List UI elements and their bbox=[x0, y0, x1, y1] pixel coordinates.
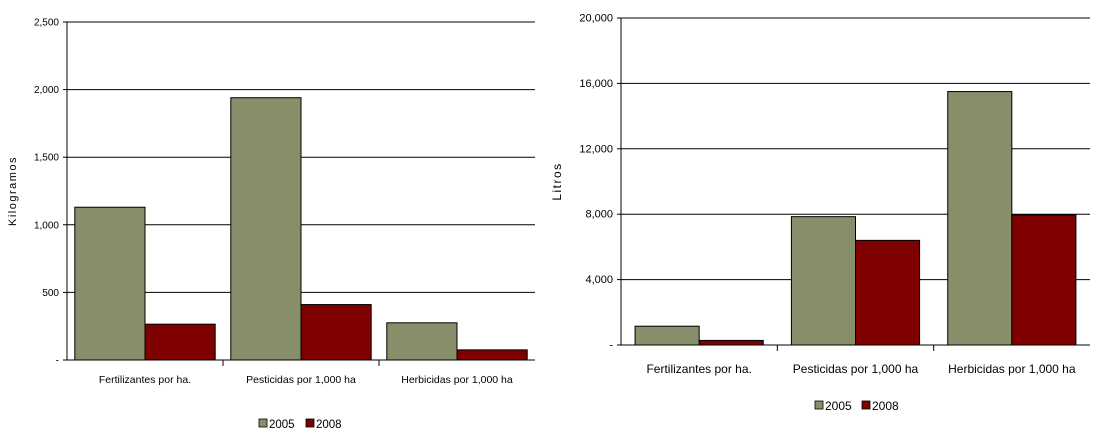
bar-2005 bbox=[634, 325, 700, 346]
x-tick-label: Herbicidas por 1,000 ha bbox=[948, 362, 1076, 376]
bar-2005 bbox=[790, 216, 856, 346]
legend-swatch-2005 bbox=[814, 400, 824, 410]
bar-2008 bbox=[855, 239, 921, 346]
bar-2005 bbox=[230, 97, 302, 361]
bar-2008 bbox=[1011, 214, 1077, 346]
y-axis-title: Kilogramos bbox=[7, 156, 19, 226]
bar-2008 bbox=[698, 339, 764, 346]
x-tick-label: Herbicidas por 1,000 ha bbox=[401, 374, 513, 386]
bar-2008 bbox=[300, 304, 372, 361]
y-tick-label: 1,000 bbox=[34, 220, 59, 231]
bar-2005 bbox=[947, 91, 1013, 346]
legend-label: 2008 bbox=[872, 399, 899, 413]
bar-2008 bbox=[144, 323, 216, 361]
litros-bar-chart: - 4,000 8,000 12,000 16,000 20,000 Fertilizant… bbox=[550, 13, 1090, 413]
x-tick-label: Fertilizantes por ha. bbox=[646, 362, 751, 376]
legend-label: 2005 bbox=[825, 399, 852, 413]
x-tick-label: Pesticidas por 1,000 ha bbox=[793, 362, 919, 376]
y-tick-label: 2,500 bbox=[34, 18, 59, 29]
y-tick-label: - bbox=[56, 356, 59, 367]
y-tick-label: 1,500 bbox=[34, 153, 59, 164]
bar-2005 bbox=[386, 322, 458, 361]
x-tick-label: Fertilizantes por ha. bbox=[99, 374, 191, 386]
y-tick-label: 12,000 bbox=[579, 143, 613, 155]
y-tick-label: 20,000 bbox=[579, 13, 613, 25]
y-tick-label: 4,000 bbox=[585, 274, 613, 286]
y-axis-title: Litros bbox=[550, 162, 564, 200]
bar-2005 bbox=[74, 206, 146, 361]
legend-swatch-2008 bbox=[861, 400, 871, 410]
y-tick-label: 8,000 bbox=[585, 209, 613, 221]
bar-2008 bbox=[456, 349, 528, 361]
y-tick-label: 500 bbox=[42, 288, 59, 299]
kilogramos-bar-chart: - 500 1,000 1,500 2,000 2,500 Fertilizantes po… bbox=[7, 18, 535, 430]
y-tick-label: - bbox=[609, 340, 613, 352]
legend-label: 2005 bbox=[269, 419, 295, 430]
legend-swatch-2008 bbox=[305, 418, 315, 428]
y-tick-label: 2,000 bbox=[34, 85, 59, 96]
y-tick-label: 16,000 bbox=[579, 78, 613, 90]
legend-label: 2008 bbox=[316, 419, 342, 430]
x-tick-label: Pesticidas por 1,000 ha bbox=[246, 374, 356, 386]
legend-swatch-2005 bbox=[258, 418, 268, 428]
